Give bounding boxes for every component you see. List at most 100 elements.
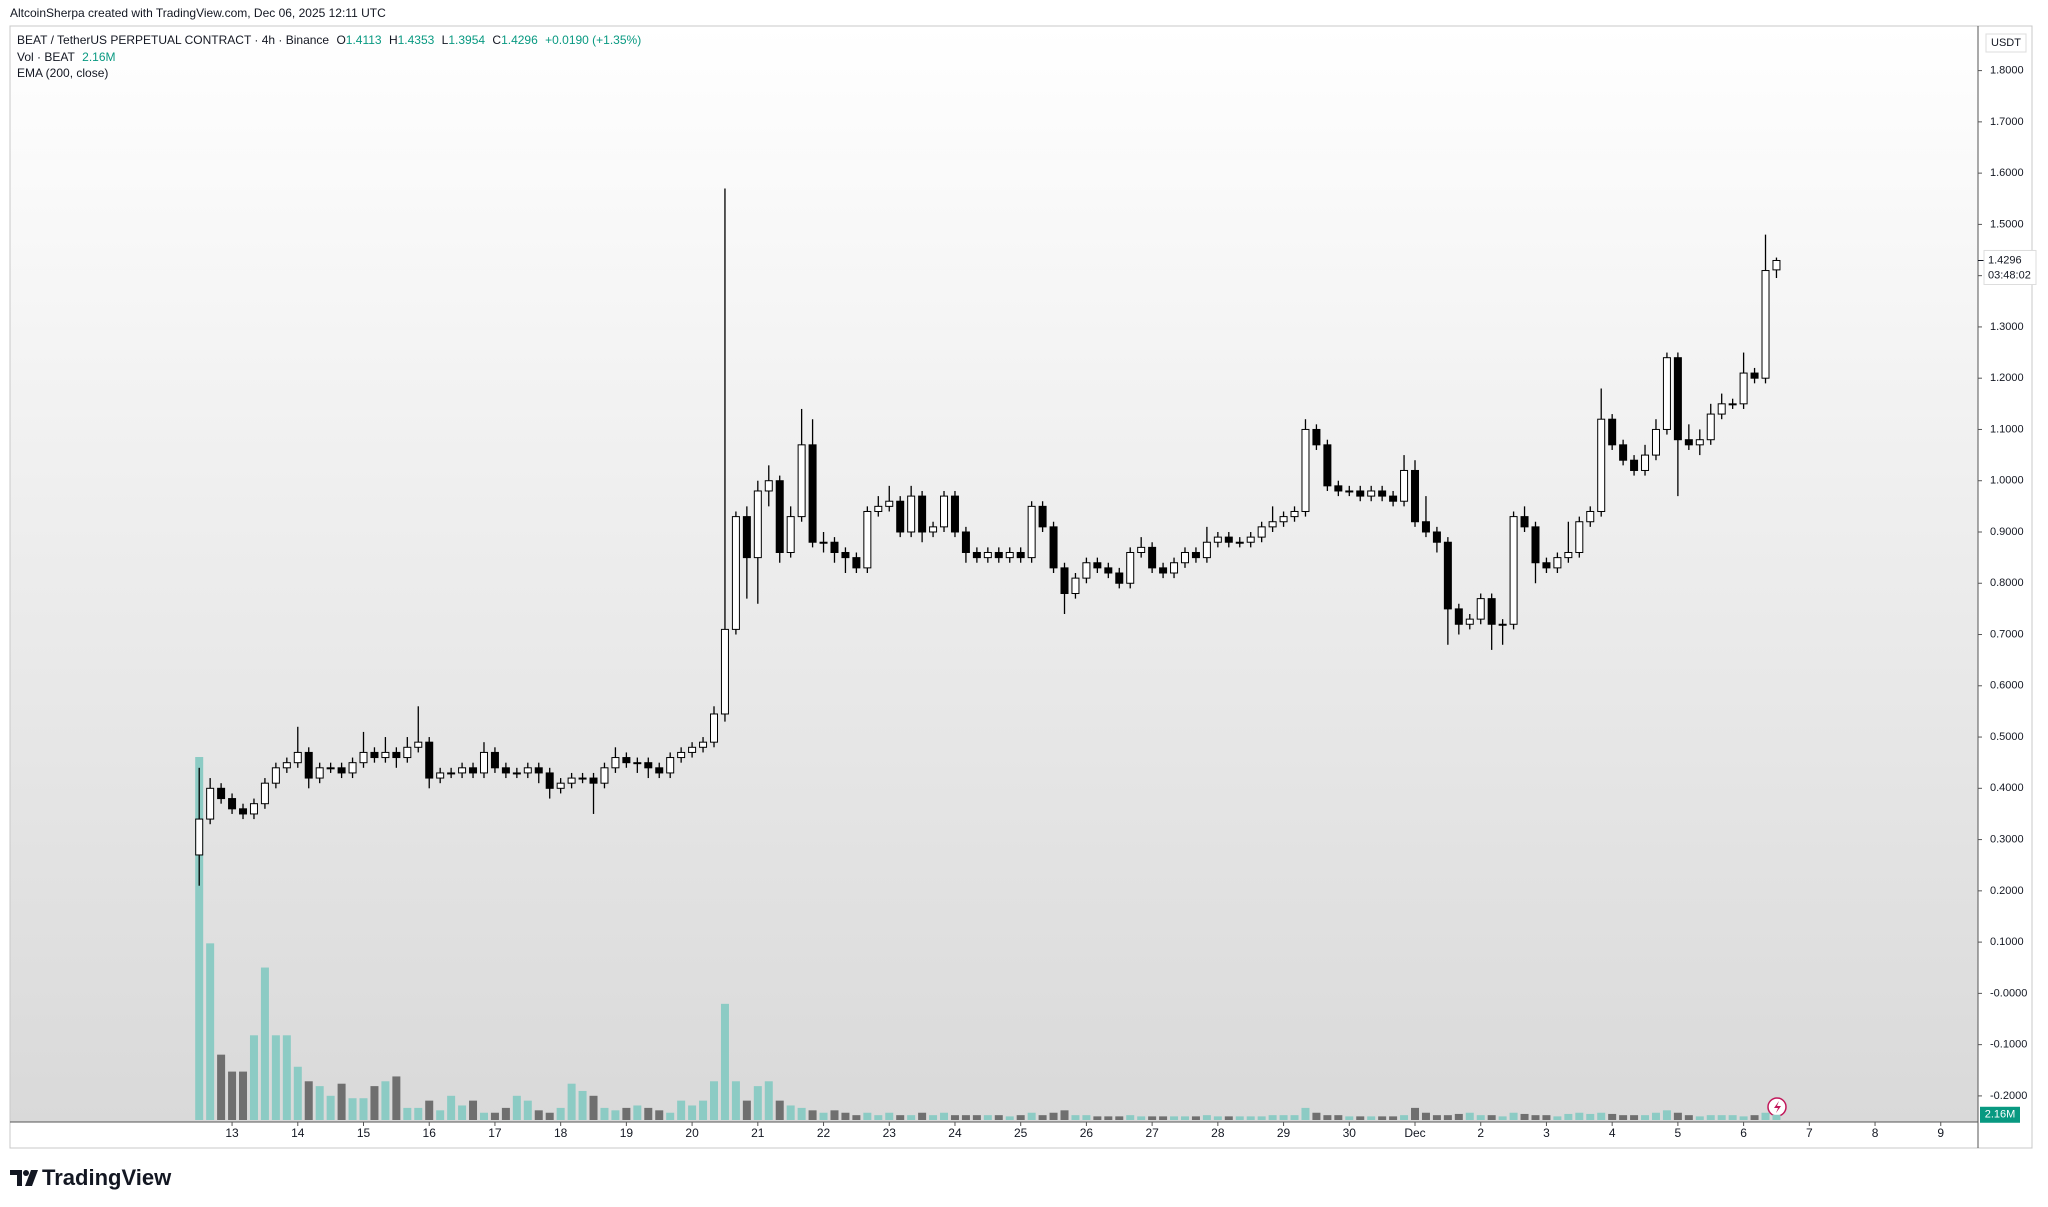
candle-body: [907, 495, 916, 533]
volume-bar: [1465, 1112, 1474, 1120]
candle-body: [644, 762, 653, 769]
volume-legend-value: 2.16M: [82, 50, 116, 64]
candle-body: [1542, 562, 1551, 569]
candle-body: [972, 551, 981, 559]
volume-bar: [1487, 1115, 1496, 1120]
candle-body: [611, 757, 620, 769]
candle-body: [1400, 469, 1409, 502]
volume-bar: [359, 1098, 368, 1120]
x-tick-label: 22: [817, 1126, 831, 1140]
volume-bar: [1739, 1116, 1748, 1120]
candle-body: [490, 751, 499, 769]
volume-bar: [1411, 1107, 1420, 1120]
volume-bar: [195, 757, 204, 1120]
volume-bar: [1630, 1115, 1639, 1120]
volume-bar: [611, 1110, 620, 1120]
y-tick-label: 0.4000: [1990, 782, 2024, 794]
candle-body: [337, 767, 346, 774]
volume-bar: [381, 1081, 390, 1120]
volume-bar: [1498, 1116, 1507, 1120]
volume-bar: [425, 1100, 434, 1120]
candle-body: [1630, 459, 1639, 471]
candle-body: [1191, 551, 1200, 559]
candle-body: [1202, 541, 1211, 559]
volume-bar: [1542, 1115, 1551, 1120]
candle-body: [1246, 536, 1255, 543]
volume-bar: [293, 1066, 302, 1120]
x-tick-label: 14: [291, 1126, 305, 1140]
y-tick-label: -0.2000: [1990, 1090, 2027, 1102]
candle-body: [1673, 357, 1682, 441]
volume-bar: [1509, 1112, 1518, 1120]
candle-body: [1498, 623, 1507, 626]
candle-body: [1509, 516, 1518, 625]
volume-bar: [392, 1076, 401, 1120]
candle-body: [1049, 526, 1058, 569]
volume-bar: [1651, 1112, 1660, 1120]
volume-bar: [1082, 1115, 1091, 1120]
candle-body: [392, 751, 401, 759]
candle-body: [523, 767, 532, 774]
candle-body: [195, 818, 204, 856]
candle-body: [1180, 551, 1189, 564]
volume-bar: [228, 1071, 237, 1120]
x-tick-label: 25: [1014, 1126, 1028, 1140]
y-tick-label: -0.0000: [1990, 987, 2027, 999]
volume-bar: [1761, 1112, 1770, 1120]
candle-body: [1038, 505, 1047, 528]
candle-body: [1695, 439, 1704, 446]
y-tick-label: 1.2000: [1990, 372, 2024, 384]
volume-bar: [1148, 1116, 1157, 1120]
candle-body: [819, 541, 828, 544]
candle-body: [271, 767, 280, 784]
volume-bar: [1268, 1115, 1277, 1120]
candle-body: [1334, 485, 1343, 492]
volume-bar: [1027, 1112, 1036, 1120]
volume-bar: [589, 1095, 598, 1120]
x-tick-label: 17: [488, 1126, 502, 1140]
volume-bar: [567, 1083, 576, 1120]
x-tick-label: 4: [1609, 1126, 1616, 1140]
candle-body: [1104, 567, 1113, 574]
candle-body: [1082, 562, 1091, 579]
candle-body: [797, 444, 806, 518]
volume-bar: [720, 1003, 729, 1120]
symbol: BEAT / TetherUS PERPETUAL CONTRACT · 4h …: [17, 33, 330, 47]
candle-body: [1060, 567, 1069, 595]
volume-bar: [699, 1100, 708, 1120]
candle-body: [447, 772, 456, 775]
volume-bar: [436, 1110, 445, 1120]
candle-body: [666, 757, 675, 774]
x-tick-label: 21: [751, 1126, 765, 1140]
candle-body: [260, 782, 269, 805]
volume-bar: [304, 1081, 313, 1120]
candle-body: [545, 772, 554, 789]
candle-body: [720, 628, 729, 715]
candle-body: [293, 751, 302, 764]
volume-bar: [1389, 1116, 1398, 1120]
volume-bar: [1575, 1112, 1584, 1120]
volume-bar: [1060, 1110, 1069, 1120]
candle-body: [983, 551, 992, 559]
volume-bar: [1202, 1115, 1211, 1120]
candle-body: [863, 510, 872, 569]
x-tick-label: 8: [1872, 1126, 1879, 1140]
candle-body: [731, 516, 740, 630]
candle-body: [940, 495, 949, 528]
candle-body: [600, 767, 609, 784]
x-tick-label: 18: [554, 1126, 568, 1140]
candle-body: [1662, 357, 1671, 430]
volume-bar: [1564, 1113, 1573, 1120]
ohlc-label: L: [441, 33, 449, 47]
volume-bar: [753, 1086, 762, 1120]
volume-bar: [677, 1100, 686, 1120]
last-price-label: 1.4296: [1988, 254, 2022, 266]
x-tick-label: 5: [1675, 1126, 1682, 1140]
ohlc-value: 1.4113: [345, 33, 382, 47]
countdown: 03:48:02: [1988, 269, 2031, 281]
y-tick-label: 0.2000: [1990, 885, 2024, 897]
candle-body: [874, 505, 883, 512]
candle-body: [326, 767, 335, 770]
candle-body: [841, 551, 850, 559]
